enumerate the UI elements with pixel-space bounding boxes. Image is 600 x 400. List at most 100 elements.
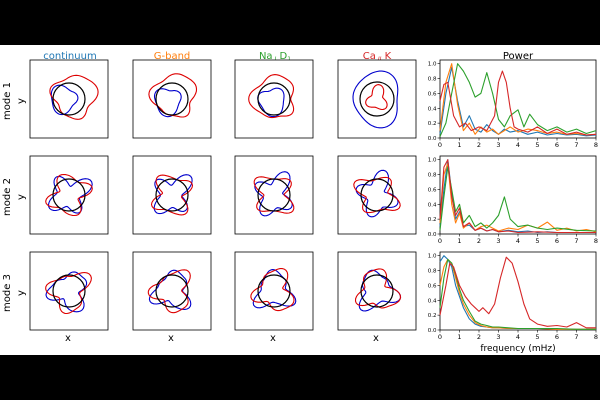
power-panel-mode-1: 0.0 0.2 0.4 0.6 0.8 1.0 0 1 2 3 4 5 6 7 8 <box>428 59 598 149</box>
x-tick-label: 4 <box>516 237 520 245</box>
reference-circle <box>359 81 395 117</box>
power-line-na-i-d1 <box>439 63 597 137</box>
reference-circle <box>155 178 189 212</box>
red-contour <box>148 73 198 118</box>
inner-contour <box>365 84 388 111</box>
column-headers: continuum G-band Na I D1 Ca II K Power <box>43 51 534 63</box>
power-line-ca-ii-k <box>439 256 596 329</box>
shape-panel-mode-2-na-d1 <box>234 155 314 235</box>
x-tick-label: 7 <box>574 333 578 341</box>
power-panel-mode-2: 0.0 0.2 0.4 0.6 0.8 1.0 0 1 2 3 4 5 6 7 8 <box>428 155 598 245</box>
power-title: Power <box>503 51 534 62</box>
outer-contour <box>352 70 399 129</box>
y-tick-label: 0.0 <box>428 136 437 142</box>
shape-panels <box>29 59 417 331</box>
x-tick-label: 1 <box>457 333 461 341</box>
shape-panel-mode-3-g-band <box>132 251 212 331</box>
y-tick-label: 0.4 <box>428 202 437 208</box>
x-tick-label: 3 <box>496 333 500 341</box>
y-axis-letter-mode-2: y <box>16 194 27 200</box>
power-plot-area <box>439 251 597 331</box>
blue-contour <box>50 84 79 116</box>
y-tick-label: 0.0 <box>428 328 437 334</box>
x-axis-letters: x x x x <box>65 333 379 344</box>
y-tick-label: 0.4 <box>428 298 437 304</box>
x-axis-letter-continuum: x <box>65 333 71 344</box>
power-line-continuum <box>439 66 597 137</box>
x-tick-label: 5 <box>535 237 539 245</box>
x-tick-label: 7 <box>574 141 578 149</box>
panel-frame <box>29 59 109 139</box>
panel-frame <box>132 59 212 139</box>
x-tick-label: 6 <box>555 141 559 149</box>
y-tick-label: 1.0 <box>428 158 437 164</box>
shape-panel-mode-2-continuum <box>29 155 109 235</box>
x-tick-label: 6 <box>555 237 559 245</box>
power-line-na-i-d1 <box>439 258 596 330</box>
column-title-continuum: continuum <box>43 51 96 62</box>
x-tick-label: 4 <box>516 333 520 341</box>
y-tick-label: 0.8 <box>428 173 437 179</box>
red-contour <box>45 271 92 315</box>
y-tick-label: 0.4 <box>428 106 437 112</box>
shape-panel-mode-2-ca-k <box>337 155 417 235</box>
reference-circle <box>257 82 291 116</box>
x-tick-label: 1 <box>457 141 461 149</box>
shape-panel-mode-3-ca-k <box>337 251 417 331</box>
y-tick-label: 0.6 <box>428 91 437 97</box>
panel-frame <box>337 59 417 139</box>
x-tick-label: 6 <box>555 333 559 341</box>
panel-frame <box>234 155 314 235</box>
panel-frame <box>132 251 212 331</box>
power-plot-area <box>439 59 597 139</box>
red-contour <box>248 74 295 119</box>
y-tick-label: 0.6 <box>428 283 437 289</box>
blue-contour <box>355 169 399 218</box>
shape-panel-mode-3-continuum <box>29 251 109 331</box>
power-line-ca-ii-k <box>439 159 596 234</box>
panel-frame <box>337 251 417 331</box>
power-line-g-band <box>439 162 597 233</box>
row-labels: mode 1 mode 2 mode 3 y y y <box>2 82 27 312</box>
y-tick-label: 0.2 <box>428 313 437 319</box>
power-panels: 0.00.20.40.60.81.00 1 2 3 4 5 6 7 80.00.20.40.60… <box>428 59 598 341</box>
y-tick-label: 0.8 <box>428 77 437 83</box>
reference-circle <box>257 178 291 212</box>
x-tick-label: 4 <box>516 141 520 149</box>
power-plot-area <box>439 155 597 235</box>
x-tick-label: 0 <box>438 333 442 341</box>
reference-circle <box>360 178 394 212</box>
reference-circle <box>257 274 291 308</box>
column-title-na-d1: Na I D1 <box>259 51 291 63</box>
x-tick-label: 7 <box>574 237 578 245</box>
panel-frame <box>234 251 314 331</box>
x-tick-label: 2 <box>477 333 481 341</box>
figure: continuum G-band Na I D1 Ca II K Power mod… <box>0 45 600 355</box>
shape-panel-mode-1-continuum <box>29 59 109 139</box>
row-label-mode-2: mode 2 <box>2 178 13 216</box>
x-axis-letter-g-band: x <box>168 333 174 344</box>
red-contour <box>354 268 402 309</box>
x-tick-label: 3 <box>496 141 500 149</box>
power-line-g-band <box>439 63 597 136</box>
y-axis-letter-mode-3: y <box>16 290 27 296</box>
y-axis-letter-mode-1: y <box>16 98 27 104</box>
reference-circle <box>360 274 394 308</box>
panel-frame <box>337 155 417 235</box>
red-contour <box>253 176 295 214</box>
shape-panel-mode-1-na-d1 <box>234 59 314 139</box>
figure-canvas: continuum G-band Na I D1 Ca II K Power mod… <box>2 51 598 354</box>
x-axis-letter-na-d1: x <box>270 333 276 344</box>
column-title-ca-k: Ca II K <box>363 51 392 63</box>
y-tick-label: 1.0 <box>428 62 437 68</box>
x-tick-label: 5 <box>535 141 539 149</box>
reference-circle <box>52 274 86 308</box>
power-line-ca-ii-k <box>439 70 597 136</box>
y-tick-label: 0.2 <box>428 217 437 223</box>
y-tick-label: 0.8 <box>428 269 437 275</box>
reference-circle <box>155 82 189 116</box>
blue-contour <box>153 88 182 118</box>
blue-contour <box>358 269 402 312</box>
x-tick-label: 1 <box>457 237 461 245</box>
red-contour <box>250 268 295 312</box>
